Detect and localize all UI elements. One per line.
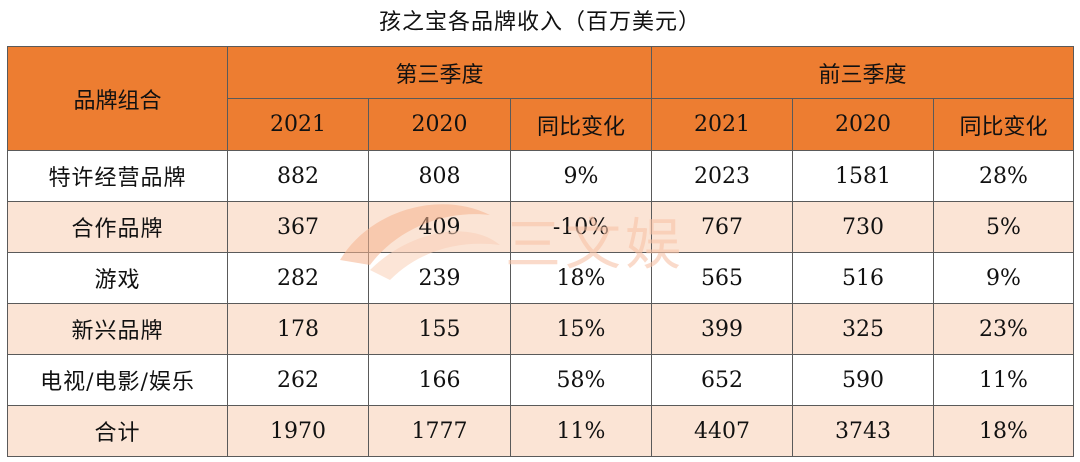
table-cell: 565 — [651, 252, 793, 304]
table-row: 合计 1970 1777 11% 4407 3743 18% — [7, 405, 1074, 457]
table-cell: 166 — [368, 354, 511, 406]
table-cell: 767 — [651, 201, 793, 253]
table-cell: 1777 — [368, 405, 511, 457]
table-cell: 155 — [368, 303, 511, 355]
row-label: 游戏 — [7, 252, 228, 304]
table-cell: 239 — [368, 252, 511, 304]
table-cell: 2023 — [651, 150, 793, 202]
table-cell: 325 — [792, 303, 934, 355]
row-label: 合作品牌 — [7, 201, 228, 253]
column-header: 2021 — [651, 98, 793, 151]
table-cell: 18% — [510, 252, 652, 304]
table-cell: 282 — [227, 252, 369, 304]
table-cell: 399 — [651, 303, 793, 355]
table-cell: 178 — [227, 303, 369, 355]
table-cell: -10% — [510, 201, 652, 253]
table-cell: 1581 — [792, 150, 934, 202]
table-cell: 15% — [510, 303, 652, 355]
row-label: 电视/电影/娱乐 — [7, 354, 228, 406]
table-row: 合作品牌 367 409 -10% 767 730 5% — [7, 201, 1074, 253]
row-label: 新兴品牌 — [7, 303, 228, 355]
row-label: 合计 — [7, 405, 228, 457]
table-cell: 5% — [933, 201, 1074, 253]
table-row: 新兴品牌 178 155 15% 399 325 23% — [7, 303, 1074, 355]
column-header: 同比变化 — [510, 98, 652, 151]
column-header: 2020 — [368, 98, 511, 151]
table-cell: 590 — [792, 354, 934, 406]
table-cell: 367 — [227, 201, 369, 253]
table-cell: 9% — [933, 252, 1074, 304]
table-cell: 18% — [933, 405, 1074, 457]
table-cell: 652 — [651, 354, 793, 406]
table-cell: 11% — [510, 405, 652, 457]
table-cell: 262 — [227, 354, 369, 406]
table-row: 特许经营品牌 882 808 9% 2023 1581 28% — [7, 150, 1074, 202]
table-cell: 1970 — [227, 405, 369, 457]
table-cell: 58% — [510, 354, 652, 406]
group-header-q3: 第三季度 — [227, 46, 652, 99]
revenue-table: 品牌组合 第三季度 前三季度 2021 2020 同比变化 2021 2020 … — [7, 46, 1074, 457]
table-cell: 9% — [510, 150, 652, 202]
column-header: 2020 — [792, 98, 934, 151]
table-cell: 28% — [933, 150, 1074, 202]
table-cell: 409 — [368, 201, 511, 253]
table-cell: 4407 — [651, 405, 793, 457]
table-cell: 882 — [227, 150, 369, 202]
table-row: 电视/电影/娱乐 262 166 58% 652 590 11% — [7, 354, 1074, 406]
row-label: 特许经营品牌 — [7, 150, 228, 202]
table-title: 孩之宝各品牌收入（百万美元） — [378, 10, 701, 35]
table-cell: 516 — [792, 252, 934, 304]
table-cell: 23% — [933, 303, 1074, 355]
column-header: 同比变化 — [933, 98, 1074, 151]
table-row: 游戏 282 239 18% 565 516 9% — [7, 252, 1074, 304]
table-cell: 11% — [933, 354, 1074, 406]
table-cell: 3743 — [792, 405, 934, 457]
column-header: 2021 — [227, 98, 369, 151]
row-header-cell: 品牌组合 — [7, 46, 228, 151]
table-cell: 808 — [368, 150, 511, 202]
group-header-ytd: 前三季度 — [651, 46, 1074, 99]
table-cell: 730 — [792, 201, 934, 253]
